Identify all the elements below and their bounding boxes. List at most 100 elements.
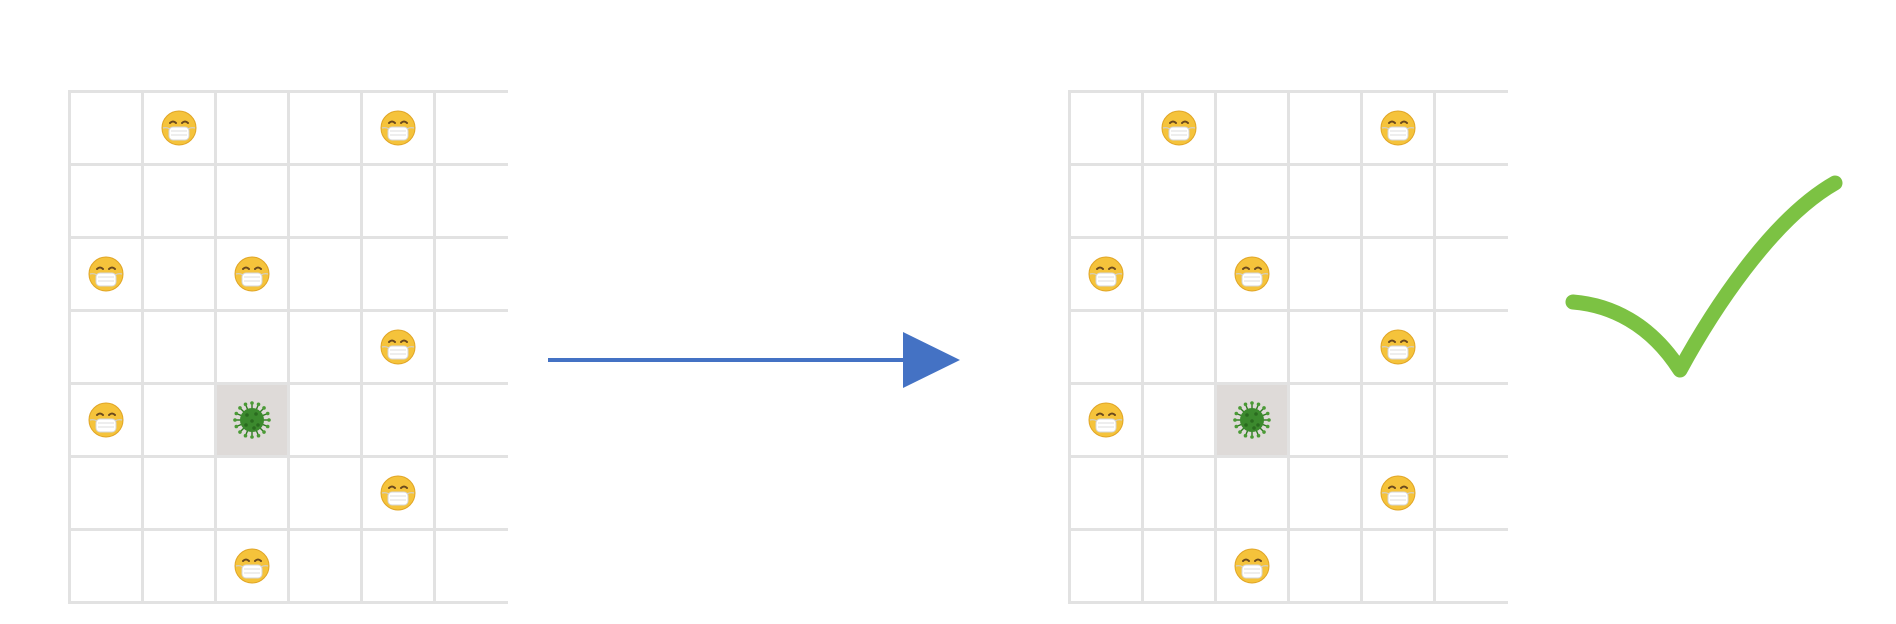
grid-line-vertical: [141, 90, 144, 603]
grid-cell: [1361, 164, 1434, 237]
grid-cell: [142, 164, 215, 237]
grid-cell: [361, 164, 434, 237]
checkmark-icon: [1565, 175, 1843, 378]
grid-cell: [288, 91, 361, 164]
grid-line-horizontal: [1068, 455, 1508, 458]
grid-cell: [1142, 164, 1215, 237]
grid-cell: [288, 164, 361, 237]
mask-face-icon: [380, 110, 415, 145]
grid-line-vertical: [1141, 90, 1144, 603]
grid-line-vertical: [68, 90, 71, 603]
grid-cell: [1142, 237, 1215, 310]
grid-cell: [288, 529, 361, 602]
grid-cell: [288, 456, 361, 529]
grid-line-horizontal: [1068, 90, 1508, 93]
grid-cell: [288, 310, 361, 383]
grid-before: [66, 88, 508, 604]
grid-line-vertical: [1360, 90, 1363, 603]
mask-face-icon: [1161, 110, 1196, 145]
grid-cell: [142, 310, 215, 383]
grid-cell: [288, 237, 361, 310]
grid-line-horizontal: [68, 601, 508, 604]
grid-cell: [1434, 383, 1507, 456]
mask-face-icon: [1380, 110, 1415, 145]
grid-line-horizontal: [68, 309, 508, 312]
grid-cell: [1215, 164, 1288, 237]
mask-face-icon: [234, 256, 269, 291]
grid-cell: [1142, 529, 1215, 602]
grid-cell: [69, 164, 142, 237]
grid-cell: [142, 383, 215, 456]
grid-cell: [1215, 310, 1288, 383]
grid-cell: [1142, 456, 1215, 529]
grid-line-vertical: [214, 90, 217, 603]
grid-cell: [1361, 383, 1434, 456]
grid-cell: [434, 164, 507, 237]
grid-cell: [1288, 529, 1361, 602]
grid-line-horizontal: [1068, 236, 1508, 239]
grid-cell: [1434, 529, 1507, 602]
grid-line-horizontal: [1068, 382, 1508, 385]
grid-cell: [215, 310, 288, 383]
grid-cell: [434, 91, 507, 164]
mask-face-icon: [380, 329, 415, 364]
grid-cell: [434, 456, 507, 529]
grid-cell: [1434, 164, 1507, 237]
virus-icon: [1232, 400, 1271, 439]
grid-line-horizontal: [68, 455, 508, 458]
grid-cell: [434, 310, 507, 383]
mask-face-icon: [1234, 548, 1269, 583]
grid-cell: [69, 91, 142, 164]
grid-line-horizontal: [1068, 528, 1508, 531]
grid-cell: [1215, 91, 1288, 164]
grid-cell: [1434, 91, 1507, 164]
grid-line-horizontal: [68, 382, 508, 385]
grid-after: [1066, 88, 1508, 604]
mask-face-icon: [1234, 256, 1269, 291]
grid-line-horizontal: [68, 90, 508, 93]
grid-cell: [1142, 383, 1215, 456]
grid-cell: [434, 383, 507, 456]
grid-cell: [1142, 310, 1215, 383]
mask-face-icon: [1380, 329, 1415, 364]
grid-cell: [1069, 310, 1142, 383]
grid-cell: [1288, 91, 1361, 164]
grid-cell: [1069, 456, 1142, 529]
virus-icon: [232, 400, 271, 439]
grid-line-vertical: [433, 90, 436, 603]
mask-face-icon: [88, 256, 123, 291]
grid-line-horizontal: [1068, 163, 1508, 166]
grid-cell: [1434, 456, 1507, 529]
grid-cell: [1288, 237, 1361, 310]
grid-cell: [1288, 383, 1361, 456]
grid-cell: [215, 91, 288, 164]
arrow-right-icon: [548, 332, 960, 388]
grid-cell: [69, 310, 142, 383]
grid-cell: [142, 456, 215, 529]
mask-face-icon: [1088, 256, 1123, 291]
grid-cell: [1434, 310, 1507, 383]
grid-line-horizontal: [1068, 601, 1508, 604]
grid-cell: [1361, 237, 1434, 310]
grid-line-horizontal: [1068, 309, 1508, 312]
grid-line-vertical: [360, 90, 363, 603]
grid-cell: [434, 529, 507, 602]
grid-cell: [215, 456, 288, 529]
arrow-head: [903, 332, 960, 388]
mask-face-icon: [88, 402, 123, 437]
grid-line-vertical: [287, 90, 290, 603]
grid-cell: [1069, 164, 1142, 237]
grid-cell: [69, 456, 142, 529]
grid-cell: [361, 237, 434, 310]
grid-cell: [142, 529, 215, 602]
grid-cell: [1069, 91, 1142, 164]
grid-cell: [434, 237, 507, 310]
grid-line-horizontal: [68, 236, 508, 239]
grid-line-vertical: [1287, 90, 1290, 603]
grid-line-vertical: [1214, 90, 1217, 603]
grid-line-vertical: [1068, 90, 1071, 603]
grid-cell: [1361, 529, 1434, 602]
mask-face-icon: [1380, 475, 1415, 510]
grid-cell: [1434, 237, 1507, 310]
grid-line-vertical: [1433, 90, 1436, 603]
